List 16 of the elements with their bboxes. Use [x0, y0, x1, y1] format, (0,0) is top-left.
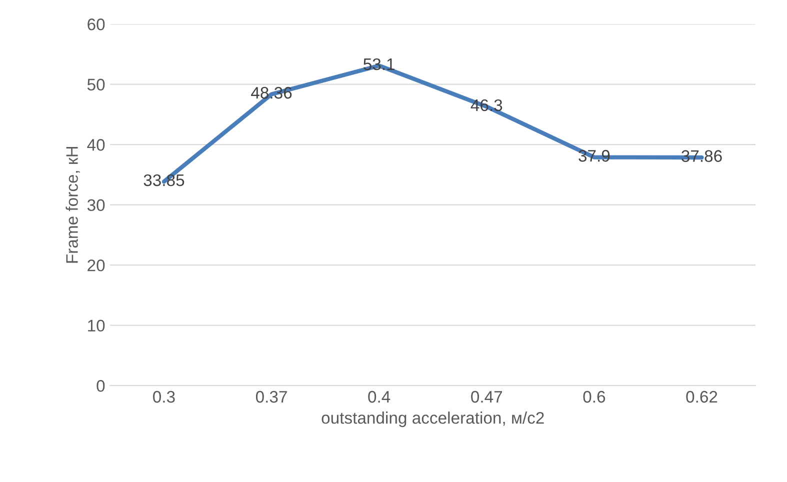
x-tick-label: 0.3 [153, 390, 175, 403]
x-axis-title: outstanding acceleration, м/с2 [322, 412, 544, 428]
y-tick-label: 20 [88, 260, 105, 272]
y-tick-label: 60 [88, 18, 105, 30]
y-tick-label: 0 [96, 380, 105, 392]
y-tick-label: 50 [87, 78, 105, 91]
y-tick-label: 30 [87, 199, 105, 212]
x-tick-label: 0.6 [583, 390, 606, 403]
y-tick-label: 40 [87, 139, 105, 151]
x-tick-label: 0.37 [256, 390, 287, 403]
x-tick-label: 0.47 [471, 390, 502, 403]
y-axis-title: Frame force, кН [66, 146, 80, 263]
x-tick-label: 0.4 [368, 390, 390, 403]
data-label: 37.86 [682, 150, 722, 162]
y-tick-label: 10 [88, 320, 105, 332]
x-tick-label: 0.62 [686, 390, 718, 403]
